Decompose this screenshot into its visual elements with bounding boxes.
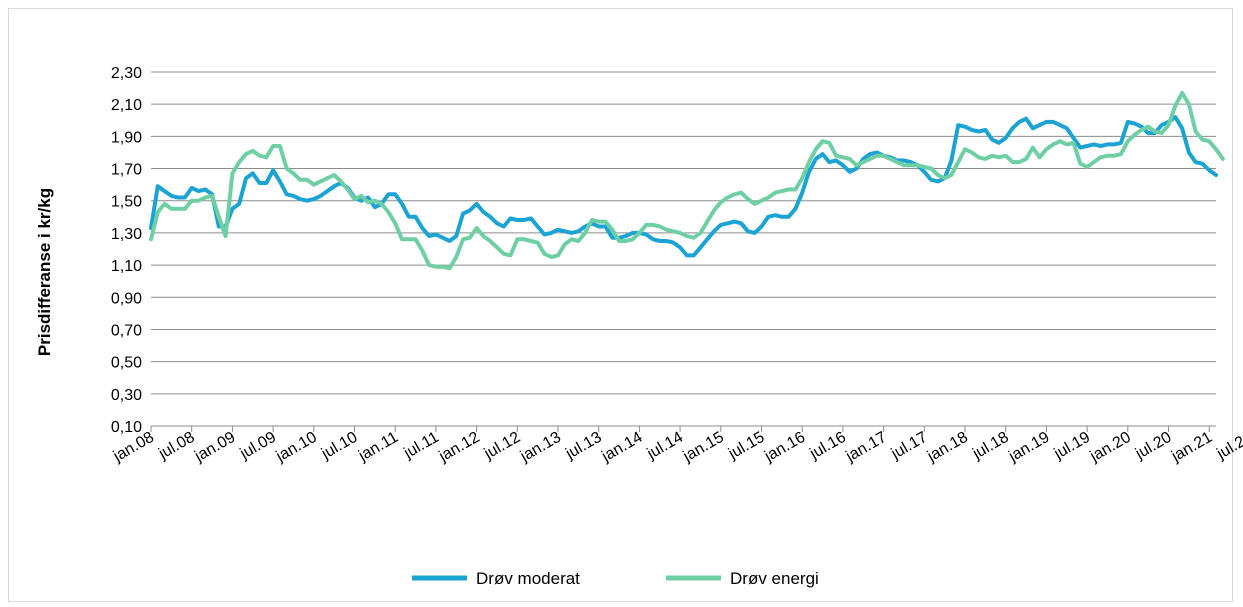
x-tick-label: jan.10 [273, 429, 320, 466]
y-tick-label: 0,30 [111, 387, 142, 404]
gridlines [151, 71, 1216, 427]
x-tick-label: jan.16 [761, 429, 808, 466]
x-tick-label: jan.12 [435, 429, 482, 466]
y-tick-label: 2,30 [111, 65, 142, 82]
x-tick-label: jul.17 [888, 429, 931, 463]
y-tick-label: 1,70 [111, 162, 142, 179]
x-tick-label: jul.11 [400, 429, 442, 463]
x-tick-label: jan.21 [1168, 429, 1215, 466]
y-tick-label: 1,30 [111, 226, 142, 243]
y-tick-label: 1,50 [111, 194, 142, 211]
y-axis-label: Prisdifferanse i kr/kg [35, 188, 54, 356]
series-line-drov-energi [149, 90, 1225, 271]
x-tick-label: jan.18 [924, 429, 971, 466]
y-tick-label: 1,90 [111, 129, 142, 146]
x-tick-label: jul.12 [481, 429, 524, 463]
x-tick-label: jul.16 [806, 429, 849, 463]
x-tick-label: jul.10 [318, 429, 361, 463]
x-tick-label: jul.13 [562, 429, 605, 463]
x-tick-label: jan.19 [1005, 429, 1052, 466]
chart-frame [8, 8, 1233, 602]
y-tick-label: 0,50 [111, 355, 142, 372]
y-axis-ticks: 0,10 0,30 0,50 0,70 0,90 1,10 1,30 1,50 1,70 1,90… [111, 65, 142, 436]
x-tick-label: jul.19 [1051, 429, 1094, 463]
y-tick-label: 0,90 [111, 290, 142, 307]
x-tick-label: jul.18 [969, 429, 1012, 463]
legend-label: Drøv moderat [476, 569, 580, 588]
legend: Drøv moderat Drøv energi [412, 569, 819, 588]
y-tick-label: 0,10 [111, 419, 142, 436]
x-tick-label: jan.20 [1087, 429, 1134, 466]
x-tick-label: jul.15 [725, 429, 768, 463]
series-lines [149, 90, 1225, 271]
y-tick-label: 0,70 [111, 322, 142, 339]
x-tick-label: jul.20 [1132, 429, 1175, 463]
x-tick-label: jul.21 [1213, 429, 1243, 463]
legend-label: Drøv energi [730, 569, 819, 588]
x-tick-label: jul.08 [155, 429, 198, 463]
y-tick-label: 1,10 [111, 258, 142, 275]
x-tick-label: jan.13 [517, 429, 564, 466]
x-tick-label: jul.09 [237, 429, 280, 463]
series-line-drov-moderat [149, 115, 1218, 258]
x-tick-label: jan.14 [598, 429, 645, 466]
x-tick-label: jan.17 [842, 429, 889, 466]
y-tick-label: 2,10 [111, 97, 142, 114]
x-tick-label: jan.09 [191, 429, 238, 466]
x-tick-label: jan.15 [680, 429, 727, 466]
x-tick-label: jan.11 [355, 429, 401, 465]
x-tick-label: jul.14 [644, 429, 687, 463]
